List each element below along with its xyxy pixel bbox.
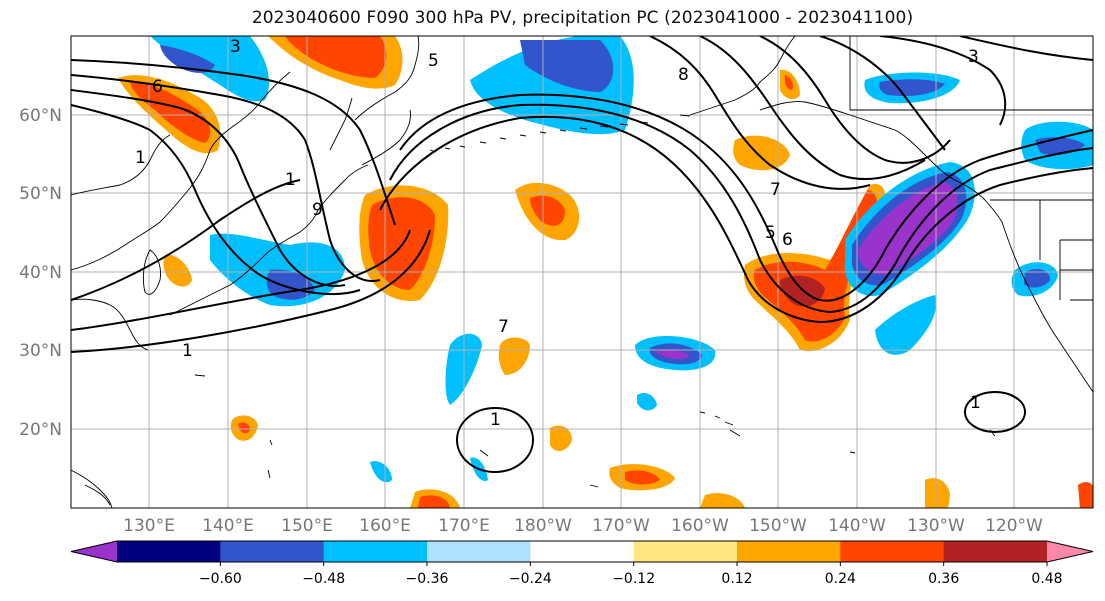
colorbar-swatch <box>633 541 738 562</box>
contour-label: 3 <box>230 37 241 57</box>
colorbar-swatch <box>737 541 841 562</box>
colorbar-swatch <box>117 541 221 562</box>
contour-label: 6 <box>782 230 793 250</box>
lon-label: 170°W <box>592 516 650 536</box>
contour-labels: 6 1 1 5 9 7 8 7 6 5 1 1 3 1 3 <box>135 37 981 430</box>
contour-label: 9 <box>312 200 323 220</box>
lon-label: 160°W <box>671 516 729 536</box>
contour-label: 1 <box>490 410 501 430</box>
colorbar-tick-label: 0.48 <box>1031 571 1062 587</box>
lon-label: 130°W <box>907 516 965 536</box>
colorbar-swatch <box>323 541 428 562</box>
contour-label: 6 <box>152 77 163 97</box>
colorbar-tick-label: 0.12 <box>721 571 752 587</box>
colorbar-tick-label: −0.24 <box>509 571 552 587</box>
lon-label: 180°W <box>514 516 572 536</box>
lon-label: 120°W <box>985 516 1043 536</box>
coastlines <box>71 36 1093 508</box>
lat-label-50n: 50°N <box>19 184 62 204</box>
contour-label: 8 <box>678 65 689 85</box>
contour-label: 1 <box>970 393 981 413</box>
lat-label-60n: 60°N <box>19 106 62 126</box>
pv-contours <box>71 36 1093 473</box>
lat-label-30n: 30°N <box>19 341 62 361</box>
map-title: 2023040600 F090 300 hPa PV, precipitatio… <box>251 8 914 28</box>
contour-label: 1 <box>135 148 146 168</box>
contour-label: 5 <box>765 223 776 243</box>
colorbar-tick-label: −0.12 <box>612 571 655 587</box>
graticule <box>71 36 1093 508</box>
colorbar-extend-min <box>71 541 117 562</box>
map-frame <box>70 35 1094 509</box>
colorbar-outline <box>70 540 1094 563</box>
contour-label: 5 <box>428 51 439 71</box>
colorbar-swatch <box>220 541 325 562</box>
colorbar-tick-label: −0.60 <box>199 571 242 587</box>
lat-labels: 60°N 50°N 40°N 30°N 20°N <box>19 106 62 440</box>
colorbar-swatch <box>427 541 531 562</box>
map-content: 6 1 1 5 9 7 8 7 6 5 1 1 3 1 3 <box>71 36 1093 508</box>
colorbar-extend-max <box>1047 541 1093 562</box>
contour-label: 1 <box>285 170 296 190</box>
colorbar-tick-label: −0.48 <box>302 571 345 587</box>
lon-label: 140°E <box>202 516 254 536</box>
contour-label: 7 <box>770 180 781 200</box>
colorbar-swatch <box>530 541 635 562</box>
contour-label: 3 <box>968 47 979 67</box>
lon-label: 150°W <box>749 516 807 536</box>
colorbar-tick-label: −0.36 <box>406 571 449 587</box>
colorbar-tick-label: 0.36 <box>928 571 959 587</box>
lon-label: 140°W <box>828 516 886 536</box>
lon-labels: 130°E 140°E 150°E 160°E 170°E 180°W 170°… <box>123 516 1043 536</box>
lat-label-20n: 20°N <box>19 420 62 440</box>
lat-label-40n: 40°N <box>19 263 62 283</box>
contour-label: 7 <box>498 317 509 337</box>
lon-label: 160°E <box>359 516 411 536</box>
colorbar-swatch <box>840 541 945 562</box>
lon-label: 130°E <box>123 516 175 536</box>
colorbar: −0.60 −0.48 −0.36 −0.24 −0.12 0.12 0.24 0.36 0.4… <box>70 540 1094 587</box>
contour-label: 1 <box>182 341 193 361</box>
colorbar-tick-label: 0.24 <box>825 571 856 587</box>
lon-label: 150°E <box>281 516 333 536</box>
lon-label: 170°E <box>438 516 490 536</box>
colorbar-swatch <box>943 541 1048 562</box>
